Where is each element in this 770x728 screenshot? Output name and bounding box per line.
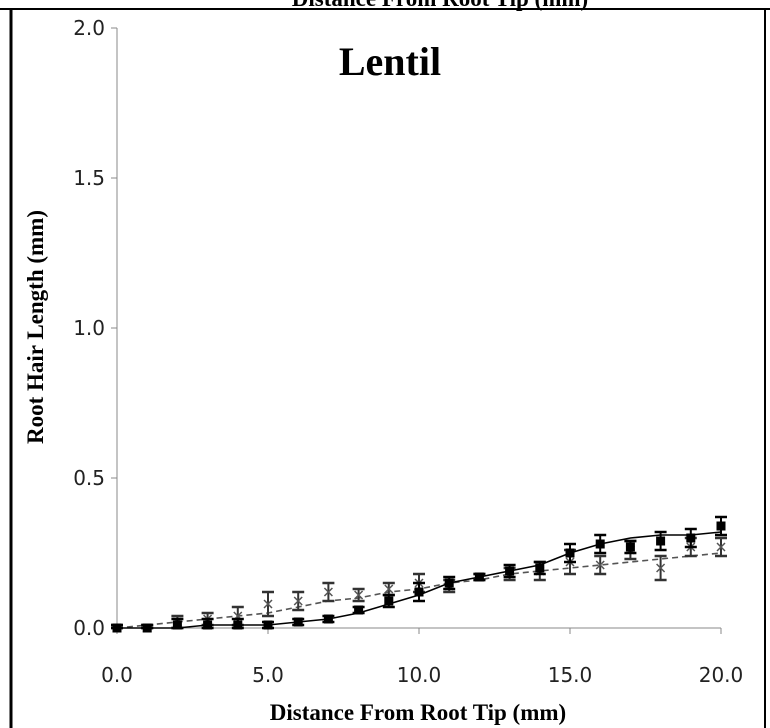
data-point — [293, 617, 303, 627]
previous-panel-xlabel: Distance From Root Tip (mm) — [292, 0, 588, 11]
chart-title: Lentil — [339, 39, 441, 84]
x-tick-label: 15.0 — [548, 663, 593, 687]
data-point — [263, 620, 273, 630]
data-point — [565, 548, 575, 558]
data-point — [384, 584, 394, 594]
x-axis-title: Distance From Root Tip (mm) — [270, 700, 566, 725]
data-point — [625, 542, 635, 552]
data-point — [323, 587, 333, 597]
series-1 — [111, 515, 727, 633]
data-point — [444, 578, 454, 588]
x-tick-label: 10.0 — [397, 663, 442, 687]
y-tick-label: 0.5 — [73, 466, 105, 490]
data-point — [142, 623, 152, 633]
data-point — [263, 599, 273, 609]
data-point — [656, 563, 666, 573]
axes: 0.0 0.5 1.0 1.5 2.0 0.0 5.0 10.0 15.0 20.0 — [73, 16, 743, 687]
data-point — [384, 596, 394, 606]
data-point — [112, 623, 122, 633]
data-point — [595, 539, 605, 549]
data-point — [203, 620, 213, 630]
y-axis-title: Root Hair Length (mm) — [23, 210, 48, 444]
data-point — [414, 587, 424, 597]
series-layer — [111, 515, 727, 633]
data-point — [505, 566, 515, 576]
data-point — [535, 563, 545, 573]
y-tick-label: 1.5 — [73, 166, 105, 190]
data-point — [686, 533, 696, 543]
data-point — [354, 605, 364, 615]
data-point — [354, 590, 364, 600]
data-point — [716, 521, 726, 531]
data-point — [323, 614, 333, 624]
y-tick-label: 1.0 — [73, 316, 105, 340]
data-point — [595, 560, 605, 570]
x-tick-label: 0.0 — [101, 663, 133, 687]
y-tick-label: 2.0 — [73, 16, 105, 40]
data-point — [656, 536, 666, 546]
y-tick-label: 0.0 — [73, 616, 105, 640]
data-point — [172, 620, 182, 630]
x-tick-label: 5.0 — [252, 663, 284, 687]
data-point — [233, 620, 243, 630]
data-point — [474, 572, 484, 582]
data-point — [716, 542, 726, 552]
x-tick-label: 20.0 — [699, 663, 744, 687]
data-point — [293, 596, 303, 606]
